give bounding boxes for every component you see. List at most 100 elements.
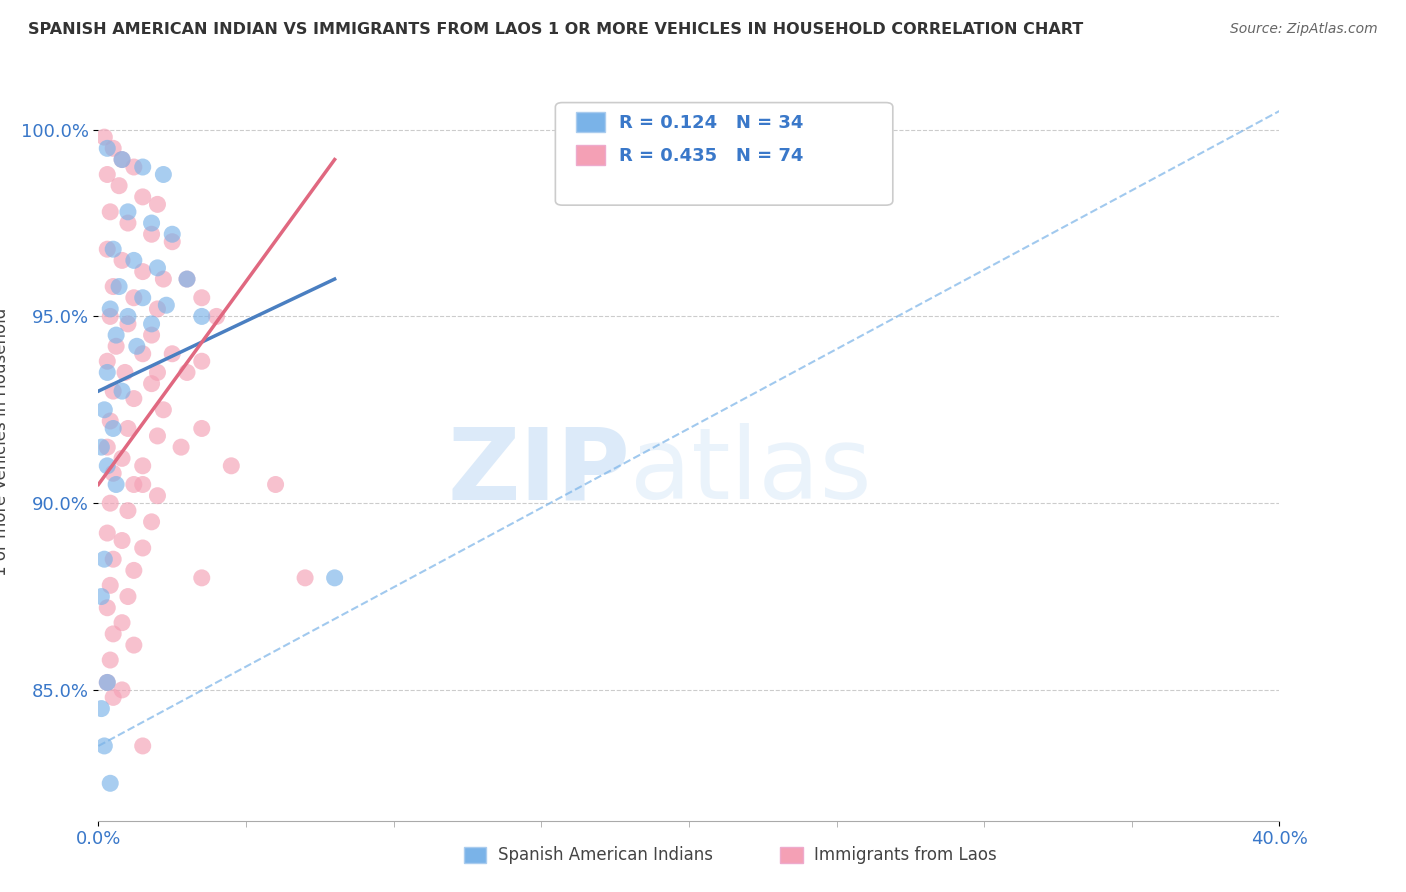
- Point: [93, 130, 115, 145]
- Point: [162, 227, 183, 242]
- Point: [146, 489, 169, 503]
- Point: [162, 235, 183, 249]
- Point: [122, 563, 145, 577]
- Point: [98, 301, 121, 316]
- Point: [176, 366, 198, 380]
- Point: [176, 272, 198, 286]
- Point: [191, 354, 214, 368]
- Point: [146, 197, 169, 211]
- Point: [117, 317, 139, 331]
- Point: [98, 204, 121, 219]
- Point: [141, 317, 163, 331]
- Point: [114, 366, 136, 380]
- Point: [96, 675, 118, 690]
- Point: [141, 227, 163, 242]
- Point: [103, 552, 125, 566]
- Point: [221, 458, 243, 473]
- Y-axis label: 1 or more Vehicles in Household: 1 or more Vehicles in Household: [0, 308, 10, 575]
- Point: [103, 242, 125, 256]
- Point: [98, 653, 121, 667]
- Point: [117, 503, 139, 517]
- Point: [98, 496, 121, 510]
- Point: [111, 153, 134, 167]
- Point: [108, 178, 131, 193]
- Point: [105, 328, 128, 343]
- Point: [103, 279, 125, 293]
- Text: ZIP: ZIP: [447, 424, 630, 520]
- Point: [105, 477, 128, 491]
- Point: [93, 402, 115, 417]
- Point: [132, 160, 155, 174]
- Point: [96, 600, 118, 615]
- Point: [162, 347, 183, 361]
- Point: [132, 739, 155, 753]
- Point: [122, 160, 145, 174]
- Text: SPANISH AMERICAN INDIAN VS IMMIGRANTS FROM LAOS 1 OR MORE VEHICLES IN HOUSEHOLD : SPANISH AMERICAN INDIAN VS IMMIGRANTS FR…: [28, 22, 1084, 37]
- Point: [170, 440, 193, 454]
- Point: [111, 253, 134, 268]
- Point: [141, 328, 163, 343]
- Point: [141, 376, 163, 391]
- Point: [103, 627, 125, 641]
- Point: [152, 168, 174, 182]
- Point: [96, 242, 118, 256]
- Text: R = 0.124   N = 34: R = 0.124 N = 34: [619, 114, 803, 132]
- Point: [323, 571, 346, 585]
- Point: [125, 339, 148, 353]
- Point: [96, 354, 118, 368]
- Point: [122, 638, 145, 652]
- Point: [96, 458, 118, 473]
- Point: [96, 141, 118, 155]
- Point: [141, 515, 163, 529]
- Point: [122, 392, 145, 406]
- Point: [122, 253, 145, 268]
- Point: [132, 190, 155, 204]
- Point: [117, 216, 139, 230]
- Point: [103, 421, 125, 435]
- Point: [93, 739, 115, 753]
- Point: [117, 310, 139, 324]
- Text: Source: ZipAtlas.com: Source: ZipAtlas.com: [1230, 22, 1378, 37]
- Point: [103, 384, 125, 398]
- Point: [111, 682, 134, 697]
- Point: [132, 291, 155, 305]
- Point: [98, 776, 121, 790]
- Point: [191, 571, 214, 585]
- Point: [146, 301, 169, 316]
- Point: [191, 310, 214, 324]
- Point: [132, 264, 155, 278]
- Point: [105, 339, 128, 353]
- Point: [96, 168, 118, 182]
- Point: [146, 366, 169, 380]
- Point: [96, 526, 118, 541]
- Point: [96, 675, 118, 690]
- Point: [90, 701, 112, 715]
- Point: [264, 477, 287, 491]
- Point: [117, 590, 139, 604]
- Point: [90, 590, 112, 604]
- Text: Spanish American Indians: Spanish American Indians: [498, 847, 713, 864]
- Point: [191, 291, 214, 305]
- Text: Immigrants from Laos: Immigrants from Laos: [814, 847, 997, 864]
- Point: [294, 571, 316, 585]
- Point: [117, 421, 139, 435]
- Point: [96, 366, 118, 380]
- Point: [98, 310, 121, 324]
- Point: [111, 153, 134, 167]
- Point: [111, 451, 134, 466]
- Point: [111, 533, 134, 548]
- Point: [103, 467, 125, 481]
- Point: [152, 272, 174, 286]
- Point: [122, 477, 145, 491]
- Point: [176, 272, 198, 286]
- Point: [117, 204, 139, 219]
- Point: [132, 458, 155, 473]
- Point: [132, 477, 155, 491]
- Point: [155, 298, 177, 312]
- Point: [146, 429, 169, 443]
- Text: atlas: atlas: [630, 424, 872, 520]
- Point: [122, 291, 145, 305]
- Point: [93, 552, 115, 566]
- Point: [96, 440, 118, 454]
- Point: [205, 310, 228, 324]
